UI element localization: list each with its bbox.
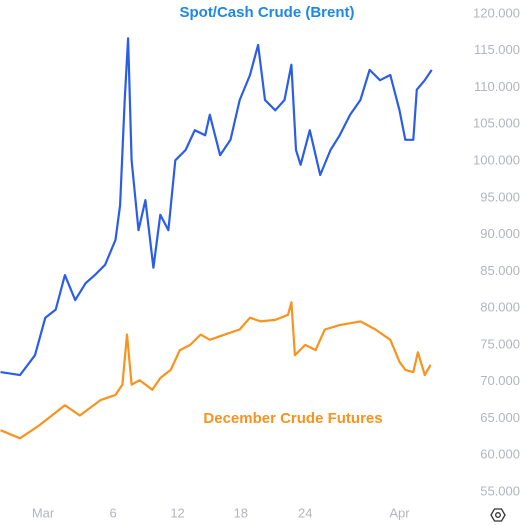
y-tick-label: 85.000 [480, 263, 520, 278]
series-line [0, 37, 433, 377]
y-tick-label: 115.000 [474, 42, 520, 57]
settings-hex [490, 508, 506, 522]
y-tick-label: 70.000 [480, 373, 520, 388]
y-tick-label: 80.000 [480, 300, 520, 315]
settings-dot [495, 512, 501, 518]
x-tick-label: 12 [170, 505, 184, 520]
y-tick-label: 105.000 [473, 116, 520, 131]
y-tick-label: 100.000 [473, 153, 520, 168]
series-label: December Crude Futures [203, 410, 382, 427]
settings-icon[interactable] [490, 508, 506, 522]
y-tick-label: 65.000 [480, 410, 520, 425]
y-tick-label: 90.000 [480, 226, 520, 241]
x-tick-label: Mar [32, 505, 55, 520]
series-label: Spot/Cash Crude (Brent) [179, 4, 354, 21]
y-tick-label: 75.000 [480, 336, 520, 351]
x-tick-label: 24 [298, 505, 312, 520]
y-tick-label: 55.000 [480, 483, 520, 498]
y-tick-label: 110.000 [474, 79, 520, 94]
y-tick-label: 120.000 [473, 5, 520, 20]
x-tick-label: Apr [389, 505, 410, 520]
x-tick-label: 6 [110, 505, 117, 520]
y-tick-label: 60.000 [480, 447, 520, 462]
y-tick-label: 95.000 [480, 189, 520, 204]
x-tick-label: 18 [234, 505, 248, 520]
series-line [0, 301, 432, 440]
